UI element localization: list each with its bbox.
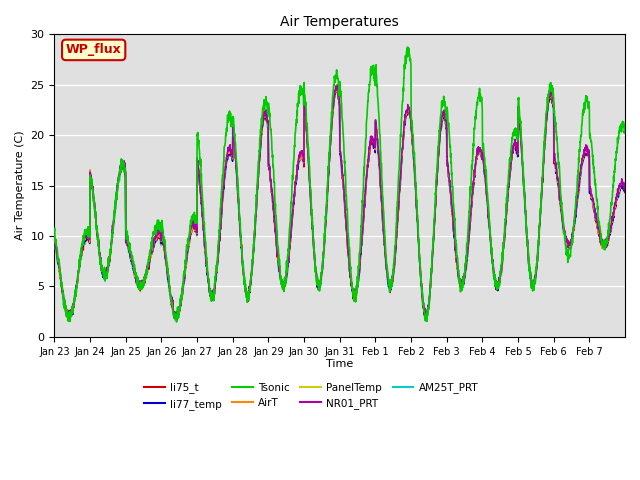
Text: WP_flux: WP_flux [66,43,122,57]
Title: Air Temperatures: Air Temperatures [280,15,399,29]
X-axis label: Time: Time [326,360,353,370]
Legend: li75_t, li77_temp, Tsonic, AirT, PanelTemp, NR01_PRT, AM25T_PRT: li75_t, li77_temp, Tsonic, AirT, PanelTe… [140,378,483,414]
Y-axis label: Air Temperature (C): Air Temperature (C) [15,131,25,240]
